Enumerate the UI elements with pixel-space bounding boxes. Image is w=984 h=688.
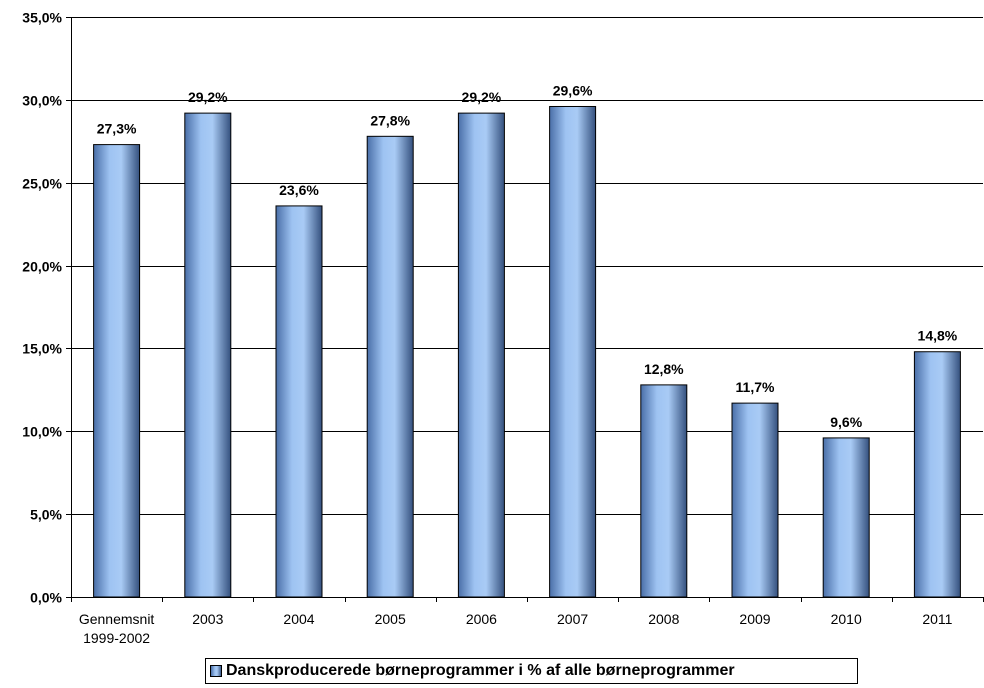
y-tick-label: 10,0% (22, 424, 62, 440)
y-tick-label: 25,0% (22, 176, 62, 192)
x-tick-label: 2006 (466, 611, 497, 627)
bar-5 (549, 105, 597, 598)
y-tick-label: 30,0% (22, 93, 62, 109)
data-label: 14,8% (918, 328, 958, 344)
bar-2 (275, 205, 323, 598)
y-tick-label: 35,0% (22, 10, 62, 26)
bar-0 (93, 144, 141, 598)
data-label: 29,2% (188, 89, 228, 105)
bar-7 (731, 402, 779, 598)
bar-4 (457, 112, 505, 598)
bar-3 (366, 135, 414, 598)
bar-8 (822, 437, 870, 598)
bar-1 (184, 112, 232, 598)
legend-label: Danskproducerede børneprogrammer i % af … (226, 662, 735, 679)
data-label: 29,2% (462, 89, 502, 105)
x-tick-label: 2007 (557, 611, 588, 627)
x-tick-label: 2004 (283, 611, 314, 627)
y-tick-label: 15,0% (22, 341, 62, 357)
bar-9 (913, 351, 961, 598)
legend-swatch (210, 665, 222, 677)
data-label: 11,7% (736, 379, 775, 395)
data-label: 27,3% (97, 121, 137, 137)
x-tick-label: 1999-2002 (83, 630, 150, 646)
x-tick-label: 2005 (375, 611, 406, 627)
labels: 0,0% 5,0% 10,0% 15,0% 20,0% 25,0% 30,0% 35,0% 27… (22, 10, 957, 647)
bars (93, 105, 961, 598)
y-tick-label: 5,0% (30, 507, 62, 523)
data-label: 29,6% (553, 82, 593, 98)
x-tick-label: 2011 (922, 611, 952, 627)
x-tick-label: Gennemsnit (79, 611, 155, 627)
y-tick-label: 20,0% (22, 259, 62, 275)
legend: Danskproducerede børneprogrammer i % af … (205, 658, 858, 684)
y-tick-label: 0,0% (30, 590, 62, 606)
axes (66, 17, 984, 602)
x-tick-label: 2010 (831, 611, 862, 627)
data-label: 12,8% (644, 361, 684, 377)
data-label: 9,6% (830, 414, 862, 430)
data-label: 23,6% (279, 182, 319, 198)
x-tick-label: 2009 (739, 611, 770, 627)
x-tick-label: 2008 (648, 611, 679, 627)
data-label: 27,8% (370, 112, 410, 128)
x-tick-label: 2003 (192, 611, 223, 627)
bar-6 (640, 384, 688, 598)
